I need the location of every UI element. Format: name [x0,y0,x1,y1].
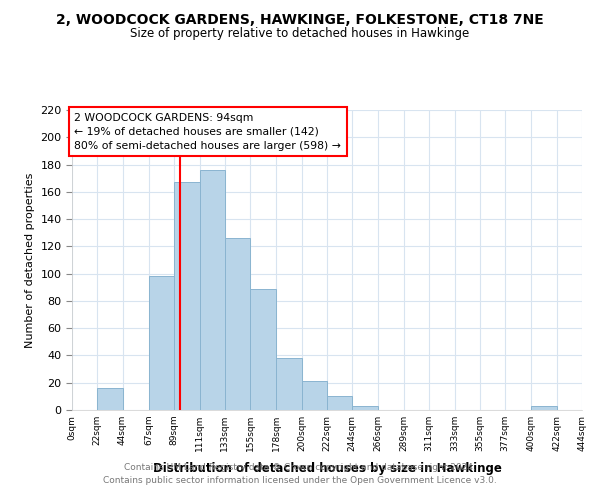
Bar [149,276,174,410]
Bar [174,182,199,410]
Text: Size of property relative to detached houses in Hawkinge: Size of property relative to detached ho… [130,28,470,40]
Y-axis label: Number of detached properties: Number of detached properties [25,172,35,348]
Bar [225,238,250,410]
Bar [302,382,327,410]
Bar [199,170,225,410]
Bar [277,358,302,410]
Bar [97,388,122,410]
X-axis label: Distribution of detached houses by size in Hawkinge: Distribution of detached houses by size … [152,462,502,475]
Text: 2, WOODCOCK GARDENS, HAWKINGE, FOLKESTONE, CT18 7NE: 2, WOODCOCK GARDENS, HAWKINGE, FOLKESTON… [56,12,544,26]
Bar [250,288,277,410]
Bar [352,406,377,410]
Text: Contains HM Land Registry data © Crown copyright and database right 2024.: Contains HM Land Registry data © Crown c… [124,464,476,472]
Text: 2 WOODCOCK GARDENS: 94sqm
← 19% of detached houses are smaller (142)
80% of semi: 2 WOODCOCK GARDENS: 94sqm ← 19% of detac… [74,112,341,150]
Bar [532,406,557,410]
Text: Contains public sector information licensed under the Open Government Licence v3: Contains public sector information licen… [103,476,497,485]
Bar [327,396,352,410]
